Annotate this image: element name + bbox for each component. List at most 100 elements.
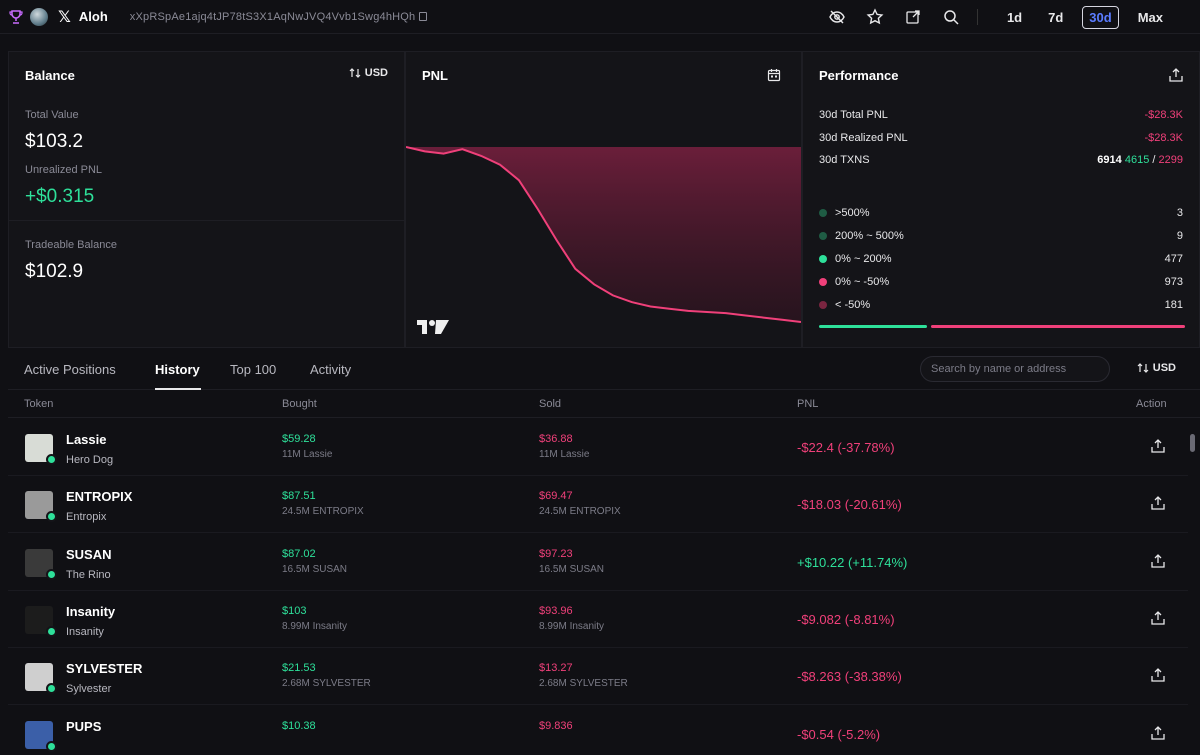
bought-value: $87.51 (282, 490, 316, 503)
currency-label: USD (1152, 362, 1176, 374)
txns-buy: 4615 (1124, 154, 1150, 166)
bucket-label-text: 200% ~ 500% (835, 230, 904, 242)
table-row[interactable]: Lassie Hero Dog $59.28 11M Lassie $36.88 11M … (8, 419, 1188, 476)
avatar[interactable] (30, 7, 48, 26)
platform-badge-icon (46, 683, 57, 695)
sold-quantity: 16.5M SUSAN (539, 563, 605, 575)
bought-quantity: 16.5M SUSAN (282, 563, 348, 575)
bucket-label-text: >500% (835, 207, 870, 219)
currency-toggle[interactable]: USD (349, 67, 388, 79)
sold-quantity: 2.68M SYLVESTER (539, 678, 628, 690)
sold-value: $13.27 (539, 662, 573, 675)
token-name: The Rino (66, 568, 111, 581)
balance-panel: Balance USD Total Value $103.2 Unrealize… (8, 51, 405, 348)
realized-pnl-value: -$28.3K (1144, 132, 1183, 144)
star-icon[interactable] (865, 7, 885, 27)
divider (976, 9, 978, 25)
realized-pnl-label: 30d Realized PNL (819, 132, 908, 144)
bought-value: $87.02 (282, 547, 316, 560)
bucket-row: 0% ~ 200% 477 (819, 253, 1183, 265)
table-row[interactable]: SUSAN The Rino $87.02 16.5M SUSAN $97.23 16.5… (8, 534, 1188, 591)
bucket-row: >500% 3 (819, 207, 1183, 219)
tab-history[interactable]: History (155, 362, 200, 377)
token-symbol[interactable]: SUSAN (66, 546, 112, 562)
bought-quantity: 8.99M Insanity (282, 620, 348, 632)
top-actions: 1d 7d 30d Max (809, 0, 1170, 34)
period-30d[interactable]: 30d (1082, 5, 1119, 29)
platform-badge-icon (46, 454, 57, 465)
tab-top-100[interactable]: Top 100 (230, 362, 277, 377)
share-icon[interactable] (1151, 610, 1165, 625)
share-icon[interactable] (1151, 496, 1165, 510)
header-bought: Bought (282, 398, 317, 410)
pnl-value: -$0.54 (-5.2%) (797, 726, 881, 742)
x-logo-icon[interactable]: 𝕏 (58, 8, 71, 26)
token-name: Hero Dog (66, 454, 114, 466)
bucket-count: 973 (1164, 276, 1183, 288)
bought-value: $10.38 (282, 719, 316, 732)
platform-badge-icon (46, 568, 57, 580)
bucket-count: 3 (1176, 207, 1183, 219)
balance-title: Balance (25, 68, 75, 83)
txns-row: 30d TXNS 6914 4615 / 2299 (819, 154, 1183, 166)
currency-label: USD (364, 67, 388, 79)
table-row[interactable]: SYLVESTER Sylvester $21.53 2.68M SYLVESTER $… (8, 648, 1188, 706)
trophy-icon[interactable] (8, 9, 24, 25)
sold-value: $97.23 (539, 547, 573, 560)
tradingview-logo-icon (417, 320, 449, 334)
table-row[interactable]: Insanity Insanity $103 8.99M Insanity $93.96… (8, 591, 1188, 648)
share-icon[interactable] (1151, 553, 1165, 568)
swap-icon (349, 68, 361, 78)
bought-value: $21.53 (282, 662, 316, 675)
search-input[interactable] (920, 356, 1110, 382)
header-action: Action (1136, 398, 1167, 410)
sold-value: $36.88 (539, 433, 573, 445)
pnl-value: +$10.22 (+11.74%) (797, 554, 908, 570)
tradeable-balance-label: Tradeable Balance (25, 239, 117, 251)
sold-quantity: 11M Lassie (539, 449, 590, 460)
table-currency-toggle[interactable]: USD (1137, 362, 1176, 374)
total-pnl-label: 30d Total PNL (819, 109, 888, 121)
token-symbol[interactable]: Lassie (66, 432, 107, 447)
period-7d[interactable]: 7d (1048, 9, 1064, 25)
share-icon[interactable] (1169, 68, 1183, 82)
active-tab-indicator (155, 388, 201, 390)
loss-bar (931, 325, 1185, 328)
sold-value: $69.47 (539, 490, 573, 503)
external-link-icon[interactable] (903, 7, 923, 27)
sold-value: $93.96 (539, 604, 573, 617)
table-row[interactable]: ENTROPIX Entropix $87.51 24.5M ENTROPIX $69.… (8, 476, 1188, 534)
pnl-chart[interactable] (406, 142, 801, 342)
wallet-address[interactable]: xXpRSpAe1ajq4tJP78tS3X1AqNwJVQ4Vvb1Swg4h… (130, 11, 428, 23)
sold-value: $9.836 (539, 719, 573, 732)
table-row[interactable]: PUPS $10.38 $9.836 -$0.54 (-5.2%) (8, 706, 1188, 755)
period-max[interactable]: Max (1137, 9, 1163, 25)
pnl-value: -$22.4 (-37.78%) (797, 440, 895, 455)
bucket-count: 9 (1176, 230, 1183, 242)
token-symbol[interactable]: Insanity (66, 603, 116, 619)
token-symbol[interactable]: SYLVESTER (66, 661, 143, 677)
copy-icon[interactable] (419, 12, 428, 22)
bucket-label-text: 0% ~ 200% (835, 253, 892, 265)
share-icon[interactable] (1151, 725, 1165, 740)
share-icon[interactable] (1151, 668, 1165, 682)
pnl-value: -$8.263 (-38.38%) (797, 669, 902, 685)
pnl-value: -$18.03 (-20.61%) (797, 497, 902, 513)
share-icon[interactable] (1151, 439, 1165, 453)
tab-active-positions[interactable]: Active Positions (24, 362, 116, 377)
token-symbol[interactable]: PUPS (66, 718, 102, 734)
bought-value: $103 (282, 604, 307, 617)
tab-activity[interactable]: Activity (310, 362, 352, 377)
bucket-count: 181 (1164, 299, 1183, 311)
bucket-dot (819, 209, 827, 218)
scrollbar[interactable] (1190, 434, 1195, 452)
token-symbol[interactable]: ENTROPIX (66, 489, 133, 505)
header-token: Token (24, 398, 54, 410)
period-1d[interactable]: 1d (1006, 9, 1023, 25)
txns-total: 6914 (1097, 154, 1122, 166)
calendar-icon[interactable] (767, 68, 781, 82)
hide-icon[interactable] (827, 7, 847, 27)
bucket-row: 0% ~ -50% 973 (819, 276, 1183, 288)
token-name: Insanity (66, 625, 104, 638)
search-icon[interactable] (941, 7, 961, 27)
